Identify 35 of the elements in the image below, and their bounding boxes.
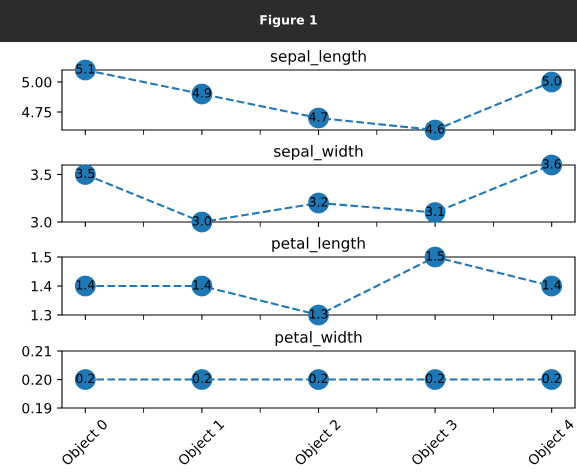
data-label: 0.2: [76, 374, 94, 384]
y-tick-label: 1.3: [32, 310, 52, 320]
data-label: 1.4: [76, 280, 95, 290]
y-tick-label: 5.00: [22, 76, 52, 88]
data-label: 1.4: [543, 280, 561, 290]
data-label: 0.2: [309, 374, 328, 384]
data-label: 0.2: [426, 374, 444, 384]
data-label: 3.6: [542, 159, 561, 169]
data-label: 0.2: [192, 374, 211, 384]
y-tick-label: 1.5: [32, 252, 52, 262]
data-label: 3.2: [310, 197, 328, 207]
y-tick-label: 3.5: [31, 169, 52, 180]
chart-title: petal_length: [272, 237, 365, 252]
data-label: 4.7: [309, 112, 328, 122]
data-label: 4.9: [192, 88, 211, 98]
data-label: 5.1: [76, 64, 94, 74]
data-label: 4.6: [426, 124, 444, 134]
data-label: 3.5: [76, 168, 94, 178]
data-label: 3.0: [192, 216, 212, 226]
y-tick-label: 0.21: [22, 346, 51, 356]
y-tick-label: 0.19: [22, 402, 52, 414]
y-tick-label: 0.20: [22, 374, 52, 385]
data-label: 1.3: [310, 309, 328, 319]
caption: Figure 1: [260, 14, 317, 28]
y-tick-label: 4.75: [22, 107, 52, 118]
chart-title: petal_width: [276, 331, 362, 346]
data-label: 1.5: [426, 251, 444, 261]
data-label: 1.4: [193, 280, 212, 290]
y-tick-label: 1.4: [32, 281, 52, 292]
y-tick-label: 3.0: [31, 216, 52, 228]
chart-title: sepal_width: [274, 145, 362, 160]
chart-title: sepal_length: [270, 50, 366, 66]
data-label: 5.0: [542, 76, 561, 86]
data-label: 3.1: [426, 206, 444, 216]
data-label: 0.2: [542, 374, 560, 384]
